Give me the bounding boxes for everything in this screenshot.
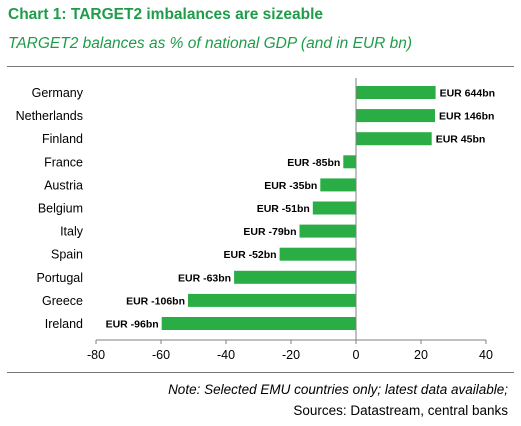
data-label: EUR -85bn	[287, 157, 340, 169]
data-label: EUR -35bn	[264, 180, 317, 192]
data-label: EUR -96bn	[106, 319, 159, 331]
bar-italy	[299, 224, 356, 238]
category-label: Finland	[42, 132, 83, 146]
data-label: EUR 45bn	[436, 134, 486, 146]
data-label: EUR -52bn	[224, 249, 277, 261]
chart-title: Chart 1: TARGET2 imbalances are sizeable	[8, 6, 323, 23]
category-label: Italy	[60, 225, 84, 239]
chart-sources: Sources: Datastream, central banks	[293, 403, 508, 418]
bar-greece	[188, 293, 356, 307]
x-tick-label: 0	[353, 348, 360, 362]
x-tick-label: -20	[282, 348, 300, 362]
bar-belgium	[312, 201, 356, 215]
bar-ireland	[161, 317, 356, 330]
category-label: Spain	[51, 248, 83, 262]
top-divider	[7, 66, 514, 67]
category-label: Greece	[42, 294, 83, 308]
bar-chart: Germany EUR 644bn Netherlands EUR 146bn Finl…	[16, 78, 495, 362]
bar-finland	[356, 132, 432, 146]
bottom-divider	[7, 372, 514, 373]
data-label: EUR 146bn	[439, 111, 494, 123]
chart-subtitle: TARGET2 balances as % of national GDP (a…	[8, 35, 413, 52]
x-tick-label: 20	[414, 348, 428, 362]
category-label: Germany	[32, 86, 84, 100]
x-tick-label: -80	[87, 348, 105, 362]
x-tick-label: -40	[217, 348, 235, 362]
bar-spain	[279, 247, 356, 261]
bar-austria	[320, 178, 357, 192]
data-label: EUR 644bn	[440, 88, 495, 100]
bar-portugal	[234, 270, 356, 284]
data-label: EUR -79bn	[243, 226, 296, 238]
bar-netherlands	[356, 109, 435, 123]
category-label: Belgium	[38, 202, 83, 216]
bar-germany	[356, 86, 436, 99]
chart-note: Note: Selected EMU countries only; lates…	[168, 382, 508, 397]
category-label: Austria	[44, 178, 83, 192]
data-label: EUR -51bn	[257, 203, 310, 215]
data-label: EUR -63bn	[178, 272, 231, 284]
category-label: Ireland	[45, 317, 83, 331]
bar-france	[343, 155, 356, 169]
category-label: Netherlands	[16, 109, 83, 123]
x-tick-label: 40	[479, 348, 493, 362]
category-label: France	[44, 155, 83, 169]
x-tick-label: -60	[152, 348, 170, 362]
data-label: EUR -106bn	[126, 295, 185, 307]
category-label: Portugal	[36, 271, 83, 285]
